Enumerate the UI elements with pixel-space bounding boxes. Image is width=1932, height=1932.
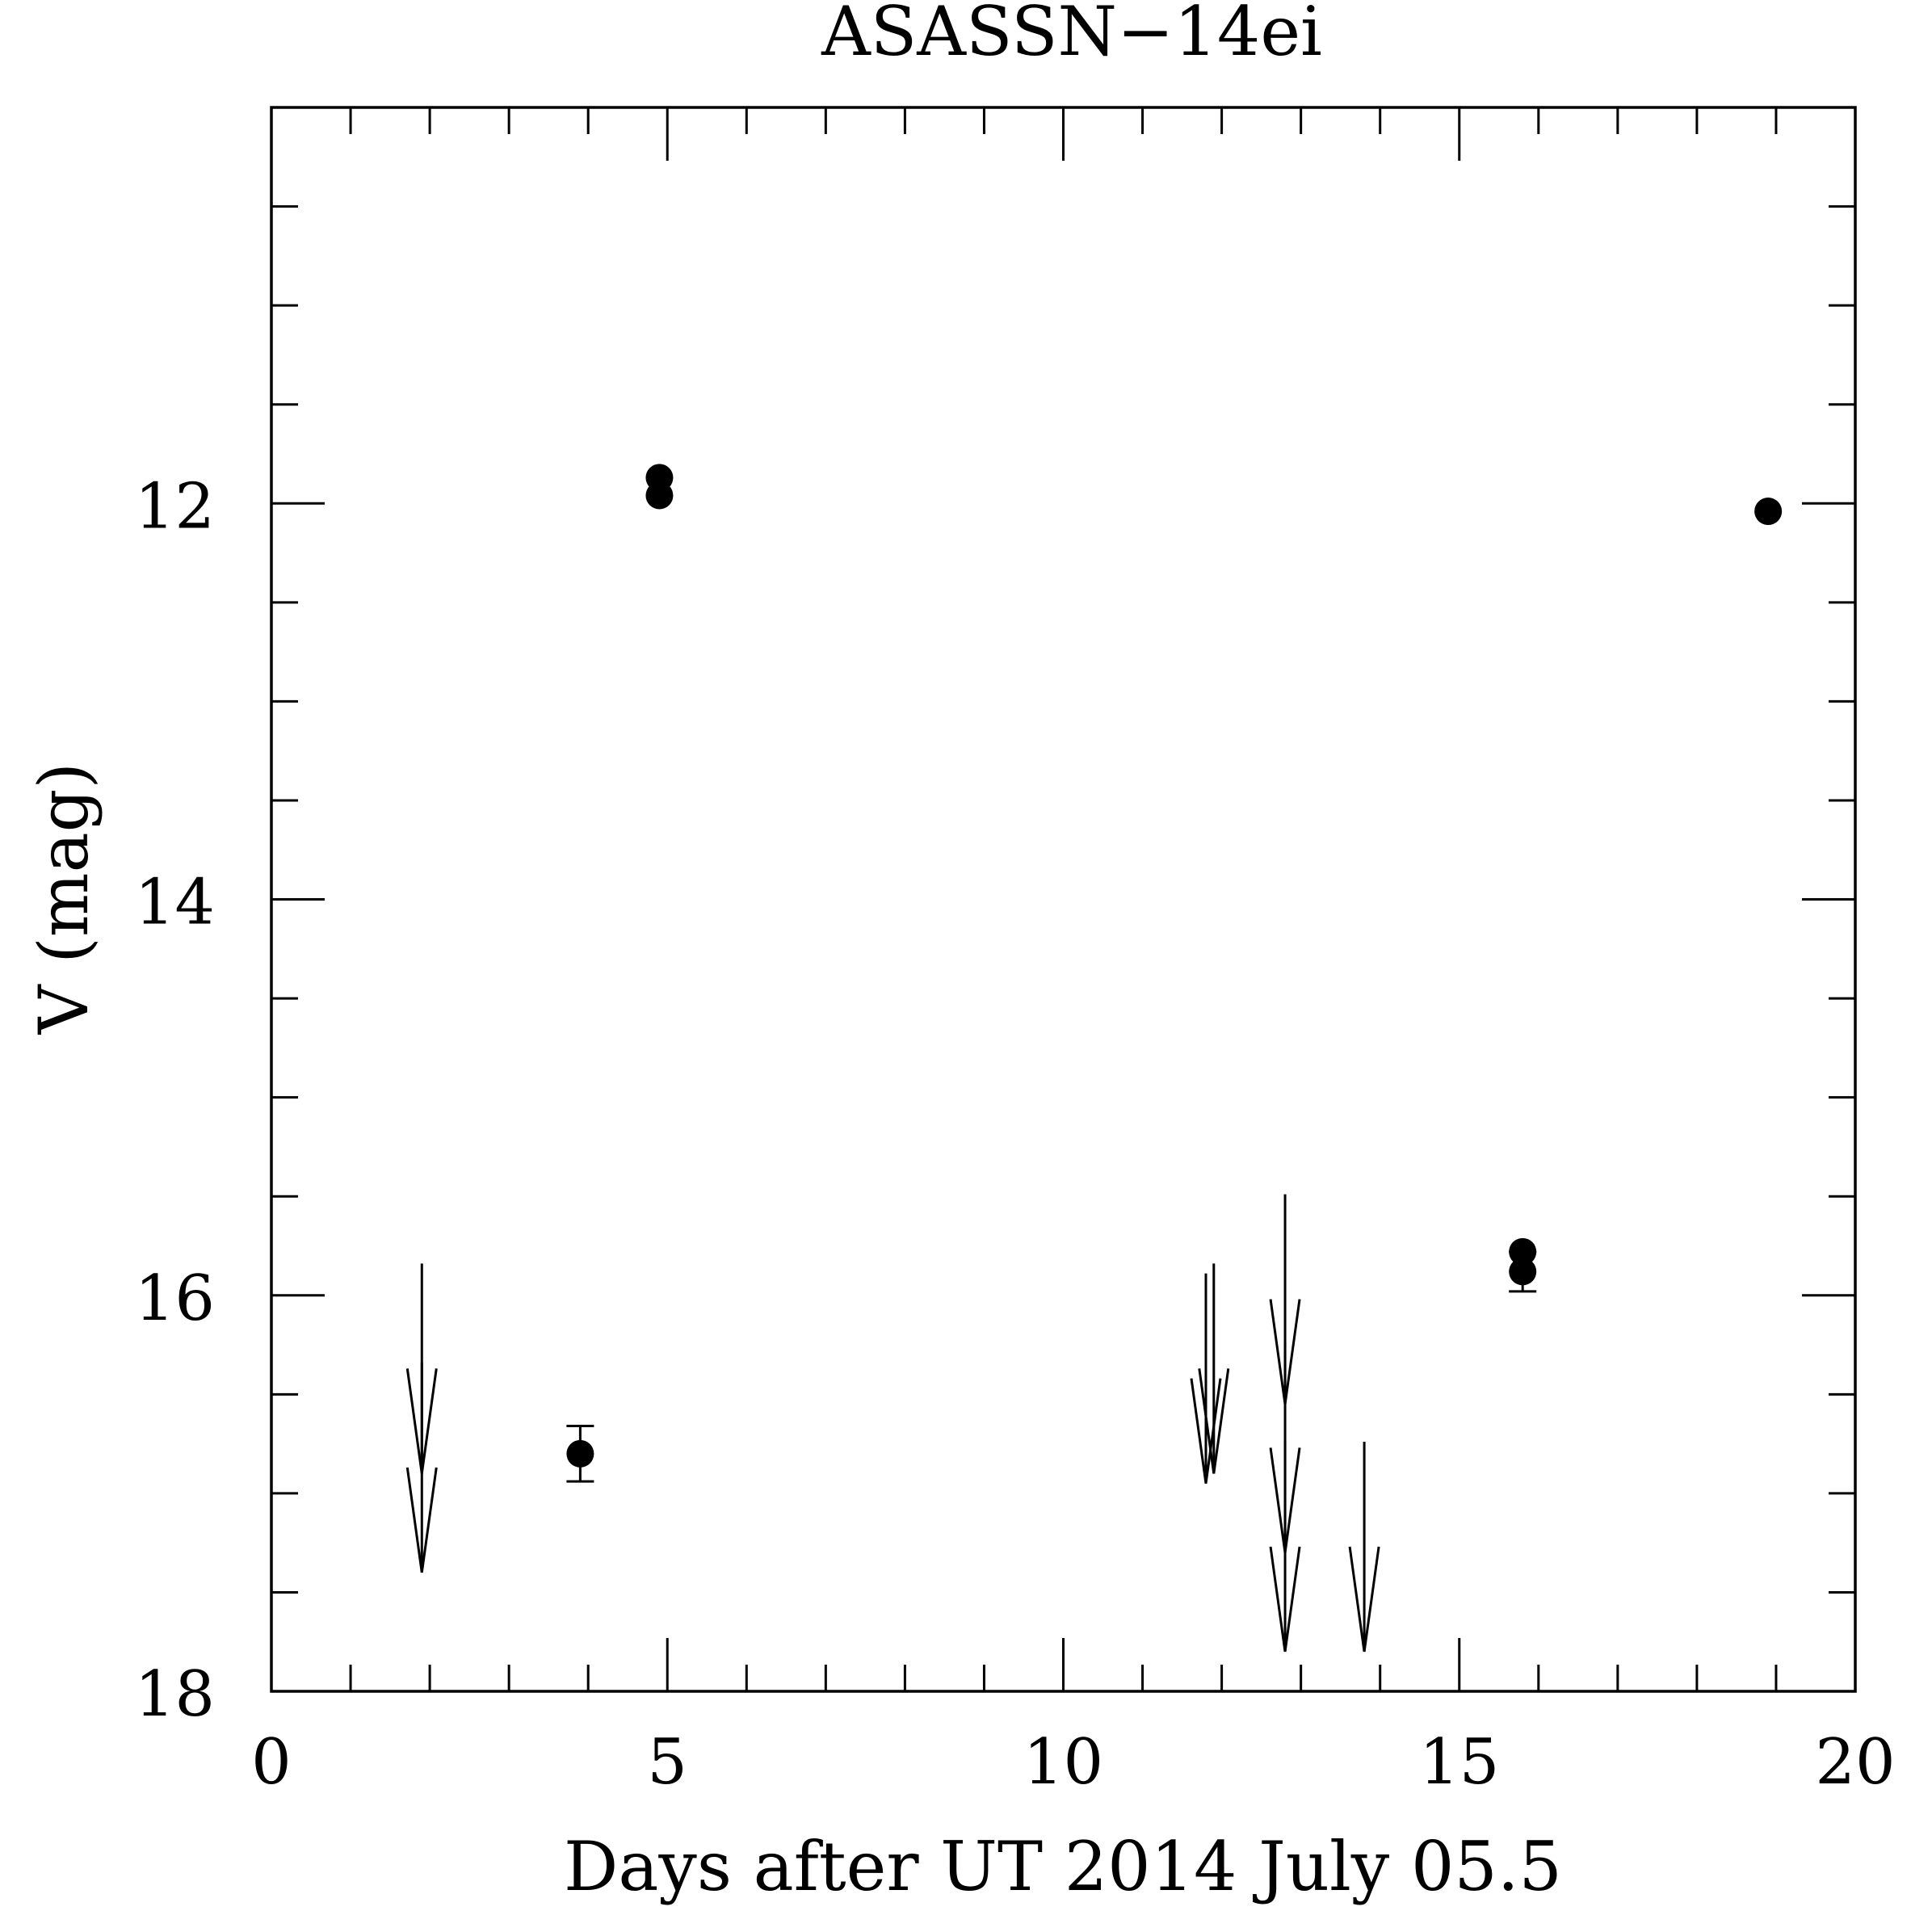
arrow-head	[1198, 1368, 1230, 1474]
data-point	[566, 1439, 594, 1468]
x-tick-label: 10	[1023, 1726, 1103, 1799]
detection-points	[566, 464, 1783, 1483]
y-axis-label: V (mag)	[24, 762, 103, 1035]
y-tick-label: 12	[135, 470, 215, 543]
upper-limit-arrow	[1269, 1441, 1301, 1653]
y-tick-label: 18	[135, 1658, 215, 1731]
data-point	[1754, 498, 1783, 526]
arrow-head	[405, 1467, 438, 1573]
y-tick-label: 14	[135, 867, 215, 939]
upper-limit-arrow	[1198, 1263, 1230, 1474]
axis-ticks	[270, 106, 1857, 1693]
arrow-head	[1348, 1546, 1380, 1653]
x-axis-label: Days after UT 2014 July 05.5	[564, 1827, 1562, 1906]
x-tick-label: 5	[647, 1726, 687, 1799]
upper-limit-arrow	[1348, 1441, 1380, 1653]
x-tick-label: 20	[1815, 1726, 1895, 1799]
data-point	[1509, 1258, 1537, 1286]
upper-limit-arrow	[405, 1362, 438, 1573]
upper-limit-arrow	[1190, 1273, 1222, 1484]
y-tick-label: 16	[135, 1262, 215, 1335]
arrow-head	[1269, 1546, 1301, 1653]
x-tick-label: 0	[251, 1726, 292, 1799]
x-tick-label: 15	[1419, 1726, 1499, 1799]
axis-tick-labels: 0 5 10 15 20 12 14 16 18	[135, 470, 1896, 1799]
plot-frame	[270, 106, 1857, 1693]
arrow-head	[1190, 1378, 1222, 1484]
chart-title: ASASSN−14ei	[821, 0, 1322, 71]
upper-limit-arrows	[405, 1194, 1380, 1653]
data-point	[645, 481, 674, 510]
